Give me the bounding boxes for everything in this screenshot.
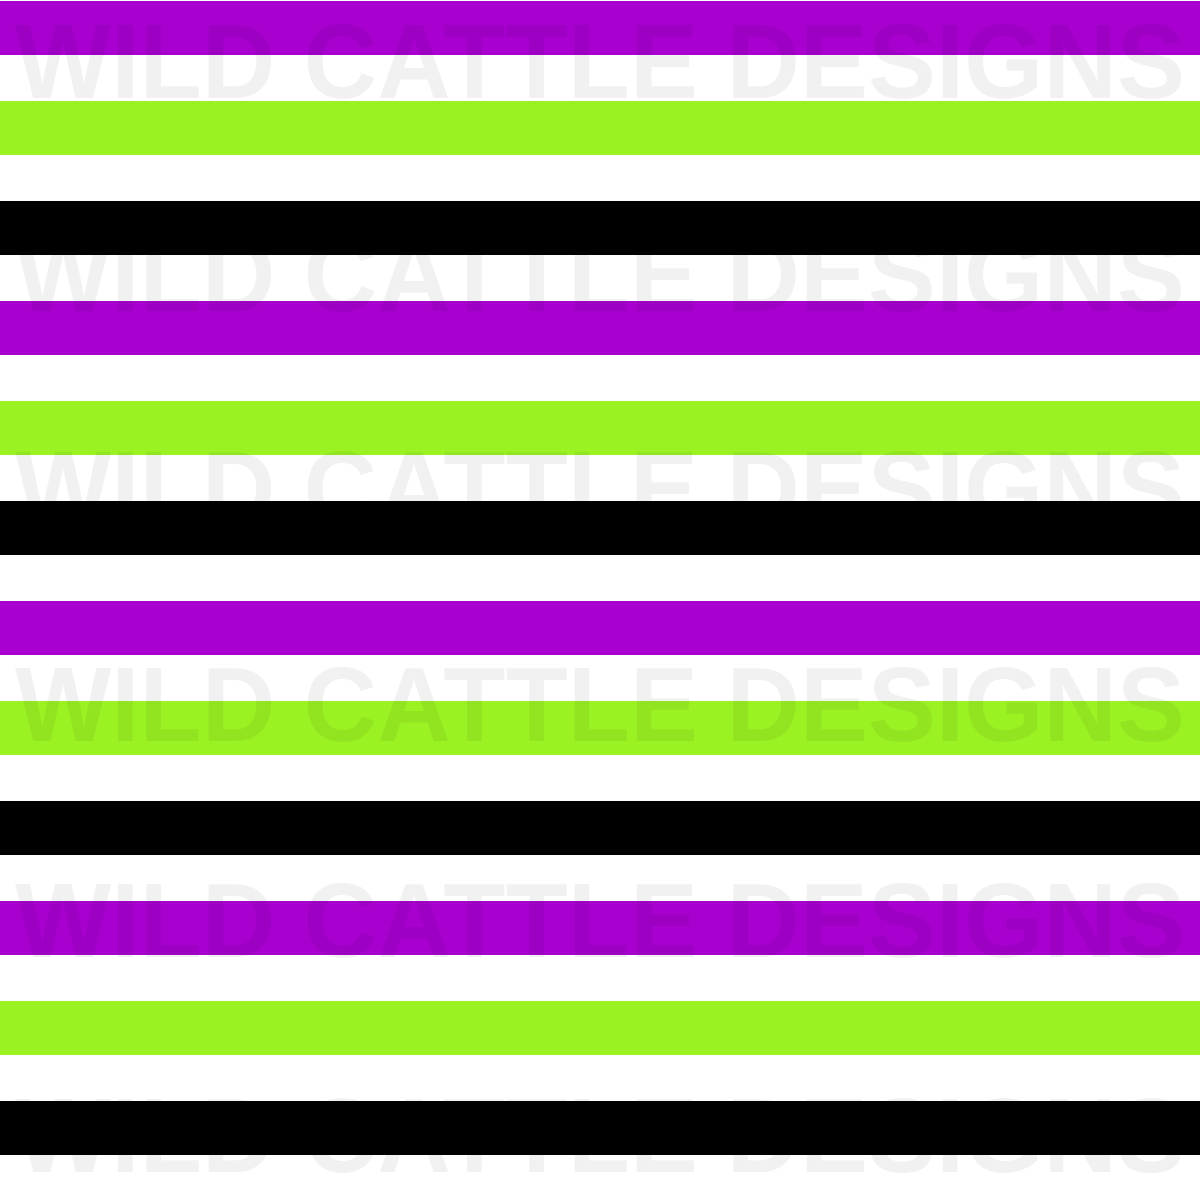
watermark-text: WILD CATTLE DESIGNS — [15, 1077, 1185, 1195]
black-stripe — [0, 801, 1200, 855]
watermark-text: WILD CATTLE DESIGNS — [15, 216, 1185, 334]
purple-stripe — [0, 601, 1200, 655]
purple-stripe — [0, 901, 1200, 955]
green-stripe — [0, 401, 1200, 455]
black-stripe — [0, 201, 1200, 255]
watermark-text: WILD CATTLE DESIGNS — [15, 430, 1185, 548]
green-stripe — [0, 101, 1200, 155]
purple-stripe — [0, 301, 1200, 355]
black-stripe — [0, 1101, 1200, 1155]
green-stripe — [0, 701, 1200, 755]
black-stripe — [0, 501, 1200, 555]
watermark-text: WILD CATTLE DESIGNS — [15, 646, 1185, 764]
watermark-text: WILD CATTLE DESIGNS — [15, 3, 1185, 121]
purple-stripe — [0, 1, 1200, 55]
watermark-text: WILD CATTLE DESIGNS — [15, 862, 1185, 980]
green-stripe — [0, 1001, 1200, 1055]
